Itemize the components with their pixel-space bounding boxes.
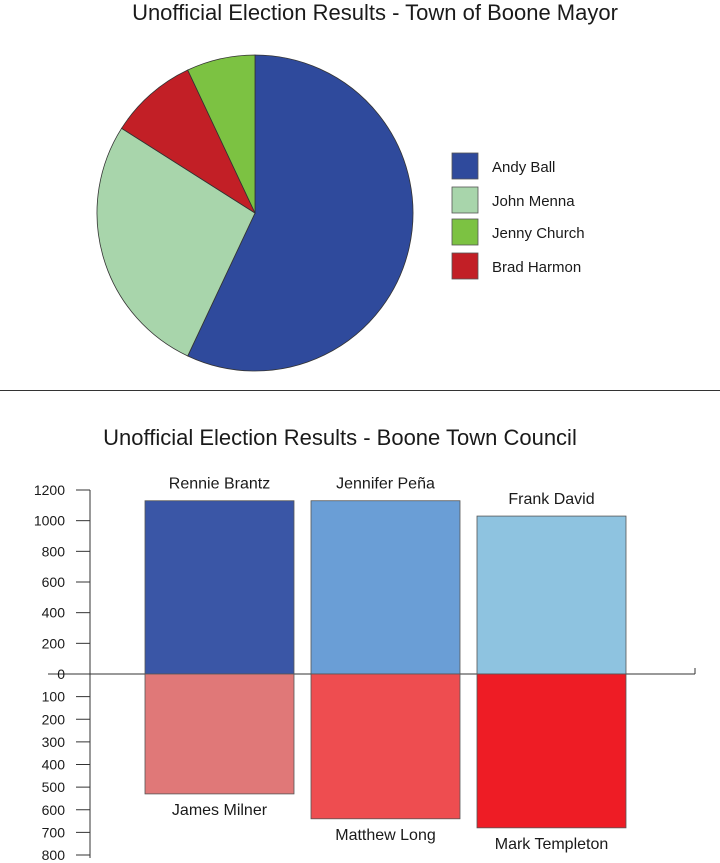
y-tick-label: 200 (42, 635, 66, 651)
legend-swatch (451, 218, 479, 246)
y-tick-label: 700 (42, 824, 66, 840)
pie-slice-brad-harmon (121, 69, 256, 215)
pie-slice-john-menna (96, 127, 256, 357)
bar-winner (310, 500, 461, 675)
y-tick-label: 400 (42, 605, 66, 621)
y-tick-label: 800 (42, 847, 66, 863)
bar-label: Mark Templeton (495, 836, 609, 853)
bar-loser (476, 673, 627, 829)
pie-slice-jenny-church (187, 54, 256, 214)
legend-label: John Menna (492, 193, 575, 210)
bar-label: Jennifer Peña (336, 476, 435, 493)
y-tick-label: 400 (42, 757, 66, 773)
bar-loser (144, 673, 295, 795)
pie-slice-andy-ball (187, 54, 414, 372)
y-tick-label: 200 (42, 711, 66, 727)
bar-label: James Milner (172, 802, 268, 819)
council-chart-title: Unofficial Election Results - Boone Town… (103, 425, 577, 450)
mayor-pie-chart: Andy Ball John Menna Jenny Church Brad Harm… (96, 54, 585, 372)
bar-label: Matthew Long (335, 827, 436, 844)
bar-label: Frank David (508, 491, 594, 508)
legend-swatch (451, 186, 479, 214)
legend-label: Brad Harmon (492, 259, 581, 276)
bar-loser (310, 673, 461, 820)
y-tick-label: 100 (42, 689, 66, 705)
legend-swatch (451, 252, 479, 280)
y-tick-label: 0 (57, 666, 65, 682)
y-tick-label: 1000 (34, 513, 65, 529)
bar-winner (476, 515, 627, 675)
y-tick-label: 500 (42, 779, 66, 795)
legend-label: Andy Ball (492, 159, 555, 176)
mayor-chart-title: Unofficial Election Results - Town of Bo… (132, 0, 618, 25)
y-tick-label: 300 (42, 734, 66, 750)
bar-winner (144, 500, 295, 675)
y-tick-label: 600 (42, 574, 66, 590)
y-tick-label: 1200 (34, 482, 65, 498)
bar-label: Rennie Brantz (169, 476, 270, 493)
y-tick-label: 600 (42, 802, 66, 818)
legend-label: Jenny Church (492, 225, 585, 242)
y-tick-label: 800 (42, 543, 66, 559)
section-divider (0, 390, 720, 391)
legend-swatch (451, 152, 479, 180)
